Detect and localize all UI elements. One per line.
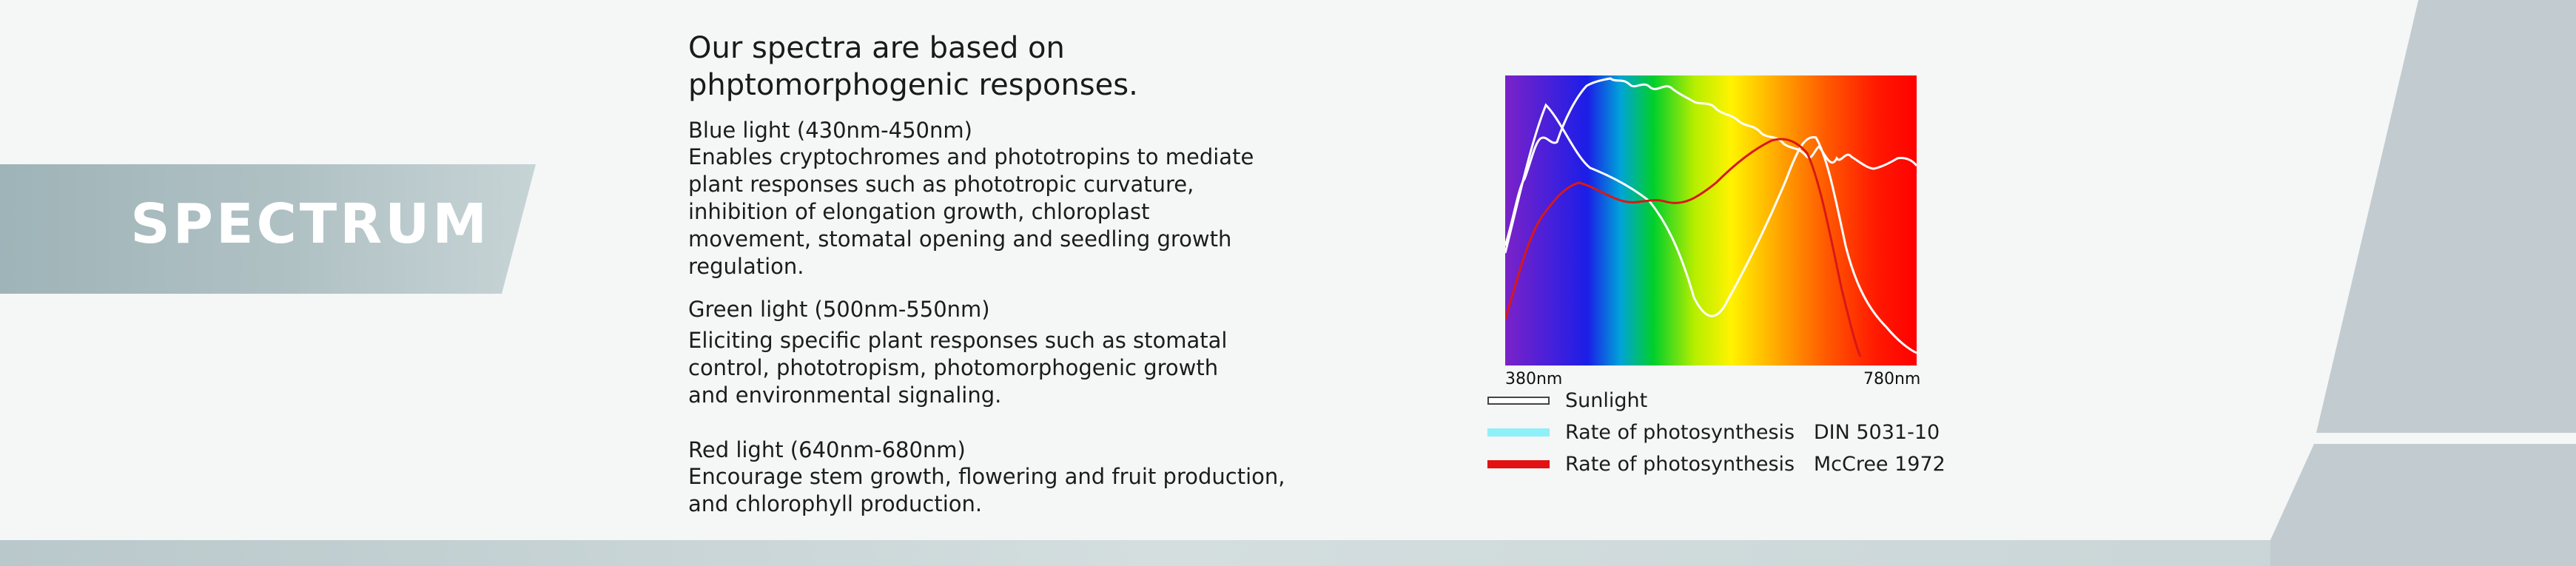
text-column: Our spectra are based on phptomorphogeni…	[688, 30, 1295, 516]
banner-title: SPECTRUM	[130, 192, 490, 256]
section-blue-light: Blue light (430nm-450nm) Enables cryptoc…	[688, 117, 1254, 280]
intro-heading-line2: phptomorphogenic responses.	[688, 68, 1138, 102]
section-body-line: and chlorophyll production.	[688, 491, 983, 516]
x-axis-max-label: 780nm	[1863, 370, 1921, 388]
section-body-line: plant responses such as phototropic curv…	[688, 172, 1194, 197]
sunlight-curve	[1505, 77, 1917, 246]
section-body-line: regulation.	[688, 254, 804, 279]
section-green-light: Green light (500nm-550nm) Eliciting spec…	[688, 296, 1227, 409]
x-axis-min-label: 380nm	[1505, 370, 1563, 388]
legend-label: Rate of photosynthesis DIN 5031-10	[1565, 421, 1940, 444]
sunlight-swatch	[1487, 397, 1550, 405]
section-body-line: control, phototropism, photomorphogenic …	[688, 355, 1219, 380]
mccree-1972-curve	[1505, 138, 1862, 357]
section-red-light: Red light (640nm-680nm) Encourage stem g…	[688, 437, 1285, 518]
din-swatch	[1487, 428, 1550, 437]
spectrum-curves	[1505, 77, 1917, 357]
legend-label: Sunlight	[1565, 389, 1648, 412]
legend-label: Rate of photosynthesis McCree 1972	[1565, 453, 1946, 476]
section-body-line: Encourage stem growth, flowering and fru…	[688, 464, 1285, 489]
din-5031-10-curve	[1505, 103, 1917, 354]
section-body-line: inhibition of elongation growth, chlorop…	[688, 199, 1150, 224]
section-title: Red light (640nm-680nm)	[688, 437, 966, 462]
intro-heading: Our spectra are based on phptomorphogeni…	[688, 30, 1295, 104]
intro-heading-line1: Our spectra are based on	[688, 31, 1065, 65]
section-body-line: and environmental signaling.	[688, 383, 1002, 408]
mccree-swatch	[1487, 460, 1550, 468]
spectrum-chart	[1505, 75, 1917, 365]
section-title: Green light (500nm-550nm)	[688, 297, 990, 322]
section-body-line: Enables cryptochromes and phototropins t…	[688, 144, 1254, 169]
section-body-line: movement, stomatal opening and seedling …	[688, 226, 1232, 252]
section-body-line: Eliciting specific plant responses such …	[688, 328, 1228, 353]
spectrum-banner: SPECTRUM	[0, 164, 536, 294]
section-title: Blue light (430nm-450nm)	[688, 118, 972, 143]
bottom-band	[0, 540, 2576, 566]
